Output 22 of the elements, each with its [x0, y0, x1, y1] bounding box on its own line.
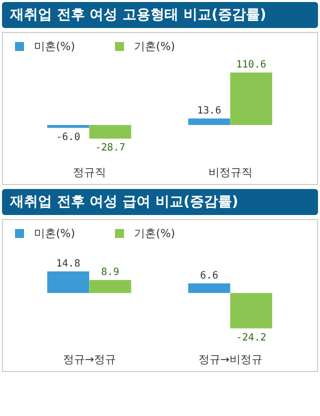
- x-tick-label: 정규→정규: [62, 352, 116, 366]
- legend-label: 기혼(%): [133, 226, 176, 241]
- bar: [230, 293, 272, 328]
- data-label: -28.7: [95, 142, 126, 154]
- legend-label: 미혼(%): [33, 39, 76, 54]
- chart-title: 재취업 전후 여성 고용형태 비교(증감률): [2, 2, 318, 28]
- bar: [89, 280, 132, 293]
- data-label: 6.6: [200, 270, 218, 282]
- legend-label: 기혼(%): [133, 39, 176, 54]
- x-tick-label: 비정규직: [208, 166, 252, 179]
- bar: [47, 271, 90, 293]
- data-label: 13.6: [197, 106, 222, 117]
- data-label: -6.0: [56, 132, 80, 143]
- legend-label: 미혼(%): [33, 226, 76, 241]
- data-label: -24.2: [236, 332, 266, 344]
- data-label: 8.9: [101, 266, 120, 278]
- x-tick-label: 정규→비정규: [198, 352, 263, 366]
- bar: [188, 283, 230, 293]
- x-tick-label: 정규직: [73, 166, 106, 179]
- chart-title: 재취업 전후 여성 급여 비교(증감률): [2, 189, 318, 215]
- data-label: 14.8: [56, 258, 80, 270]
- data-label: 110.6: [236, 59, 266, 70]
